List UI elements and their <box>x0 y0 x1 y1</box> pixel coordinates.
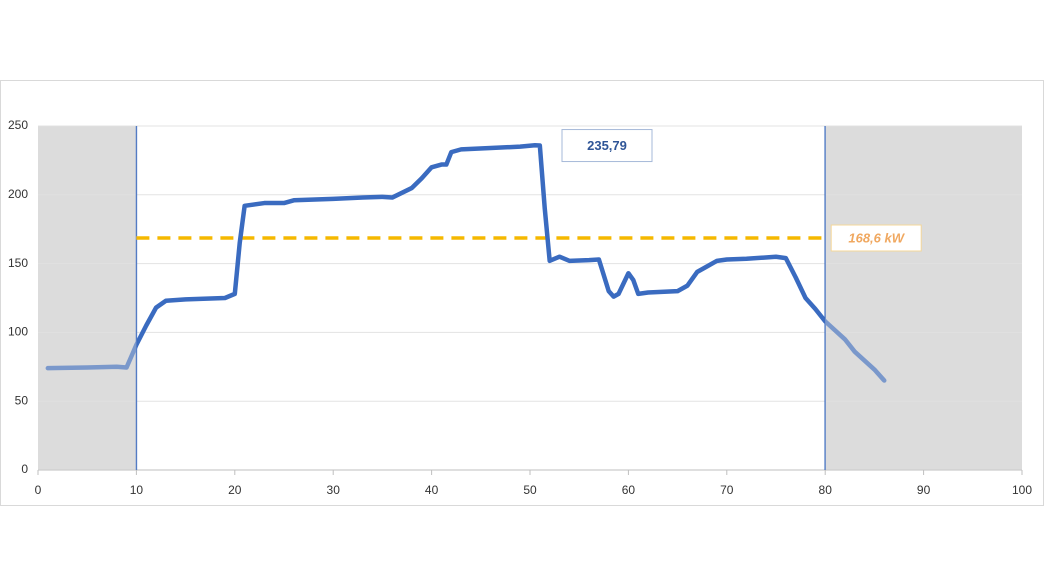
x-tick-label: 100 <box>1012 483 1032 497</box>
x-tick-label: 20 <box>228 483 242 497</box>
y-tick-label: 200 <box>8 187 28 201</box>
x-tick-label: 70 <box>720 483 734 497</box>
shade-overlay <box>38 126 137 470</box>
y-tick-label: 150 <box>8 256 28 270</box>
reference-label: 168,6 kW <box>848 230 905 245</box>
data-line <box>45 143 887 383</box>
peak-label: 235,79 <box>587 138 627 153</box>
x-tick-label: 90 <box>917 483 931 497</box>
y-tick-label: 50 <box>15 393 29 407</box>
peak-label-box <box>561 129 653 163</box>
x-tick-label: 0 <box>35 483 42 497</box>
x-tick-label: 10 <box>130 483 144 497</box>
y-tick-label: 100 <box>8 325 28 339</box>
shaded-region <box>38 126 137 470</box>
shade-overlay <box>825 126 1022 470</box>
x-tick-label: 60 <box>622 483 636 497</box>
x-tick-label: 80 <box>819 483 833 497</box>
y-tick-label: 0 <box>21 462 28 476</box>
x-tick-label: 50 <box>523 483 537 497</box>
x-tick-label: 40 <box>425 483 439 497</box>
x-tick-label: 30 <box>327 483 341 497</box>
reference-label-box <box>830 224 922 252</box>
y-tick-label: 250 <box>8 118 28 132</box>
shaded-region <box>825 126 1022 470</box>
